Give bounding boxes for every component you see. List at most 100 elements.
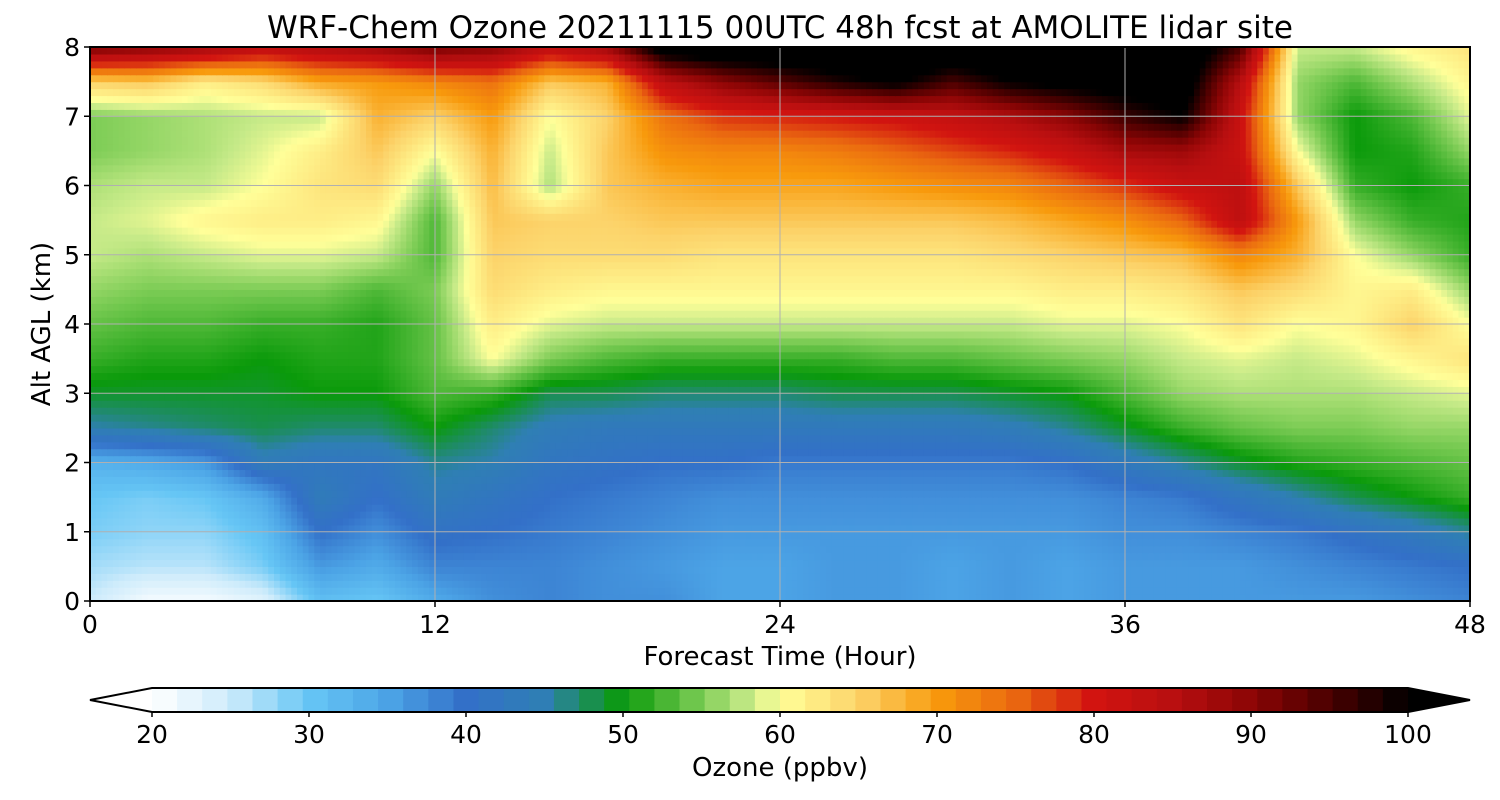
heatmap-cell: [124, 538, 131, 547]
heatmap-cell: [331, 455, 338, 464]
heatmap-cell: [647, 497, 655, 505]
heatmap-cell: [682, 510, 689, 519]
heatmap-cell: [814, 552, 821, 561]
heatmap-cell: [1412, 531, 1419, 540]
heatmap-cell: [1079, 510, 1086, 519]
heatmap-cell: [1263, 517, 1270, 526]
heatmap-cell: [837, 476, 844, 484]
heatmap-cell: [1234, 594, 1241, 601]
heatmap-cell: [291, 538, 298, 547]
heatmap-cell: [550, 580, 557, 588]
heatmap-cell: [187, 504, 195, 512]
heatmap-cell: [1199, 455, 1207, 464]
heatmap-cell: [601, 566, 609, 574]
heatmap-cell: [1360, 545, 1368, 554]
heatmap-cell: [147, 573, 154, 581]
heatmap-cell: [981, 559, 988, 567]
heatmap-cell: [527, 552, 534, 561]
heatmap-cell: [808, 476, 816, 484]
heatmap-cell: [785, 531, 793, 540]
heatmap-cell: [636, 552, 643, 561]
heatmap-cell: [923, 552, 931, 561]
heatmap-cell: [475, 483, 482, 491]
heatmap-cell: [279, 490, 287, 498]
heatmap-cell: [371, 462, 379, 471]
heatmap-cell: [952, 497, 959, 505]
heatmap-cell: [509, 559, 517, 567]
heatmap-cell: [1452, 476, 1460, 484]
heatmap-cell: [452, 476, 459, 484]
heatmap-cell: [728, 545, 735, 554]
heatmap-cell: [791, 573, 798, 581]
heatmap-cell: [1280, 594, 1287, 601]
heatmap-cell: [1021, 462, 1028, 471]
heatmap-cell: [1234, 510, 1241, 519]
heatmap-cell: [1199, 559, 1207, 567]
heatmap-cell: [831, 566, 839, 574]
heatmap-cell: [699, 524, 706, 533]
heatmap-cell: [1412, 469, 1419, 477]
heatmap-cell: [906, 587, 913, 595]
heatmap-cell: [417, 559, 425, 567]
heatmap-cell: [429, 476, 436, 484]
heatmap-cell: [297, 510, 304, 519]
heatmap-cell: [768, 594, 775, 601]
heatmap-cell: [182, 476, 189, 484]
heatmap-cell: [1326, 504, 1333, 512]
heatmap-cell: [515, 497, 522, 505]
heatmap-cell: [279, 524, 287, 533]
heatmap-cell: [1280, 490, 1287, 498]
heatmap-cell: [1056, 587, 1063, 595]
heatmap-cell: [222, 573, 229, 581]
heatmap-cell: [688, 594, 695, 601]
heatmap-cell: [1222, 462, 1230, 471]
heatmap-cell: [762, 580, 770, 588]
heatmap-cell: [348, 455, 356, 464]
heatmap-cell: [843, 566, 850, 574]
heatmap-cell: [636, 580, 643, 588]
heatmap-cell: [1332, 510, 1339, 519]
heatmap-cell: [1458, 538, 1465, 547]
heatmap-cell: [1441, 476, 1448, 484]
heatmap-cell: [1355, 469, 1362, 477]
heatmap-cell: [975, 531, 982, 540]
heatmap-cell: [780, 531, 787, 540]
heatmap-cell: [941, 483, 948, 491]
heatmap-cell: [233, 594, 241, 601]
heatmap-cell: [722, 455, 729, 464]
heatmap-cell: [1165, 538, 1172, 547]
heatmap-cell: [320, 552, 327, 561]
heatmap-cell: [371, 455, 379, 464]
heatmap-cell: [509, 580, 517, 588]
heatmap-cell: [1130, 497, 1138, 505]
heatmap-cell: [107, 545, 114, 554]
heatmap-cell: [90, 462, 97, 471]
heatmap-cell: [1326, 469, 1333, 477]
heatmap-cell: [1165, 594, 1172, 601]
heatmap-cell: [1228, 497, 1235, 505]
heatmap-cell: [1113, 490, 1120, 498]
heatmap-cell: [722, 497, 729, 505]
heatmap-cell: [458, 469, 465, 477]
heatmap-cell: [274, 510, 281, 519]
heatmap-cell: [584, 580, 591, 588]
heatmap-cell: [647, 552, 655, 561]
heatmap-cell: [417, 490, 425, 498]
heatmap-cell: [176, 538, 183, 547]
heatmap-cell: [274, 469, 281, 477]
heatmap-cell: [918, 504, 925, 512]
heatmap-cell: [544, 455, 551, 464]
heatmap-cell: [509, 531, 517, 540]
heatmap-cell: [647, 504, 655, 512]
heatmap-cell: [877, 545, 885, 554]
heatmap-cell: [337, 580, 344, 588]
heatmap-cell: [452, 580, 459, 588]
heatmap-cell: [147, 462, 154, 471]
heatmap-cell: [1291, 573, 1299, 581]
heatmap-cell: [193, 552, 200, 561]
heatmap-cell: [544, 594, 551, 601]
heatmap-cell: [722, 580, 729, 588]
heatmap-cell: [1435, 517, 1442, 526]
heatmap-cell: [170, 504, 177, 512]
heatmap-cell: [302, 587, 310, 595]
